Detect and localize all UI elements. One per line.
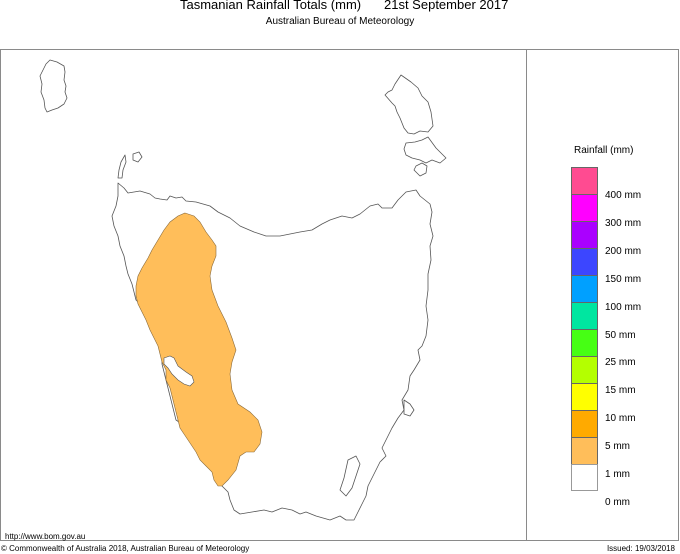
legend-title: Rainfall (mm) [574, 145, 634, 156]
title-date: 21st September 2017 [384, 0, 509, 12]
legend-swatch-1 [571, 437, 598, 464]
hunter-island [117, 154, 127, 179]
legend-label-200: 200 mm [605, 246, 642, 257]
legend-label-300: 300 mm [605, 218, 642, 229]
tasmania-mainland [111, 182, 434, 521]
legend-swatch-0 [571, 464, 598, 491]
legend-swatch-200 [571, 221, 598, 248]
source-url[interactable]: http://www.bom.gov.au [5, 532, 86, 541]
legend-label-25: 25 mm [605, 357, 636, 368]
legend-label-5: 5 mm [605, 441, 630, 452]
legend-swatch-400 [571, 167, 598, 194]
map-panel [0, 49, 527, 541]
legend-swatch-5 [571, 410, 598, 437]
legend-label-50: 50 mm [605, 330, 636, 341]
title-text: Tasmanian Rainfall Totals (mm) [180, 0, 362, 12]
legend-swatch-100 [571, 275, 598, 302]
rainfall-area-1mm [135, 212, 263, 487]
legend-label-0: 0 mm [605, 497, 630, 508]
chart-frame [0, 49, 679, 541]
map-subtitle: Australian Bureau of Meteorology [265, 16, 415, 27]
legend-swatch-15 [571, 356, 598, 383]
legend-swatch-10 [571, 383, 598, 410]
legend-color-scale [571, 167, 598, 491]
cape-barren-island [403, 136, 447, 164]
legend-swatch-300 [571, 194, 598, 221]
legend-label-1: 1 mm [605, 469, 630, 480]
tasman-peninsula [403, 399, 415, 417]
legend-panel [526, 49, 679, 541]
map-title: Tasmanian Rainfall Totals (mm) 21st Sept… [0, 0, 680, 15]
flinders-island [384, 74, 434, 135]
copyright-notice: © Commonwealth of Australia 2018, Austra… [1, 544, 250, 553]
clarke-island [413, 162, 428, 177]
legend-label-100: 100 mm [605, 302, 642, 313]
king-island [39, 59, 68, 113]
legend-label-15: 15 mm [605, 385, 636, 396]
legend-swatch-50 [571, 302, 598, 329]
issued-date: Issued: 19/03/2018 [606, 544, 675, 553]
legend-label-400: 400 mm [605, 190, 642, 201]
legend-label-150: 150 mm [605, 274, 642, 285]
legend-swatch-150 [571, 248, 598, 275]
macquarie-harbour [163, 355, 195, 387]
legend-swatch-25 [571, 329, 598, 356]
three-hummock-island [132, 151, 143, 163]
bruny-island [339, 455, 361, 497]
legend-label-10: 10 mm [605, 413, 636, 424]
